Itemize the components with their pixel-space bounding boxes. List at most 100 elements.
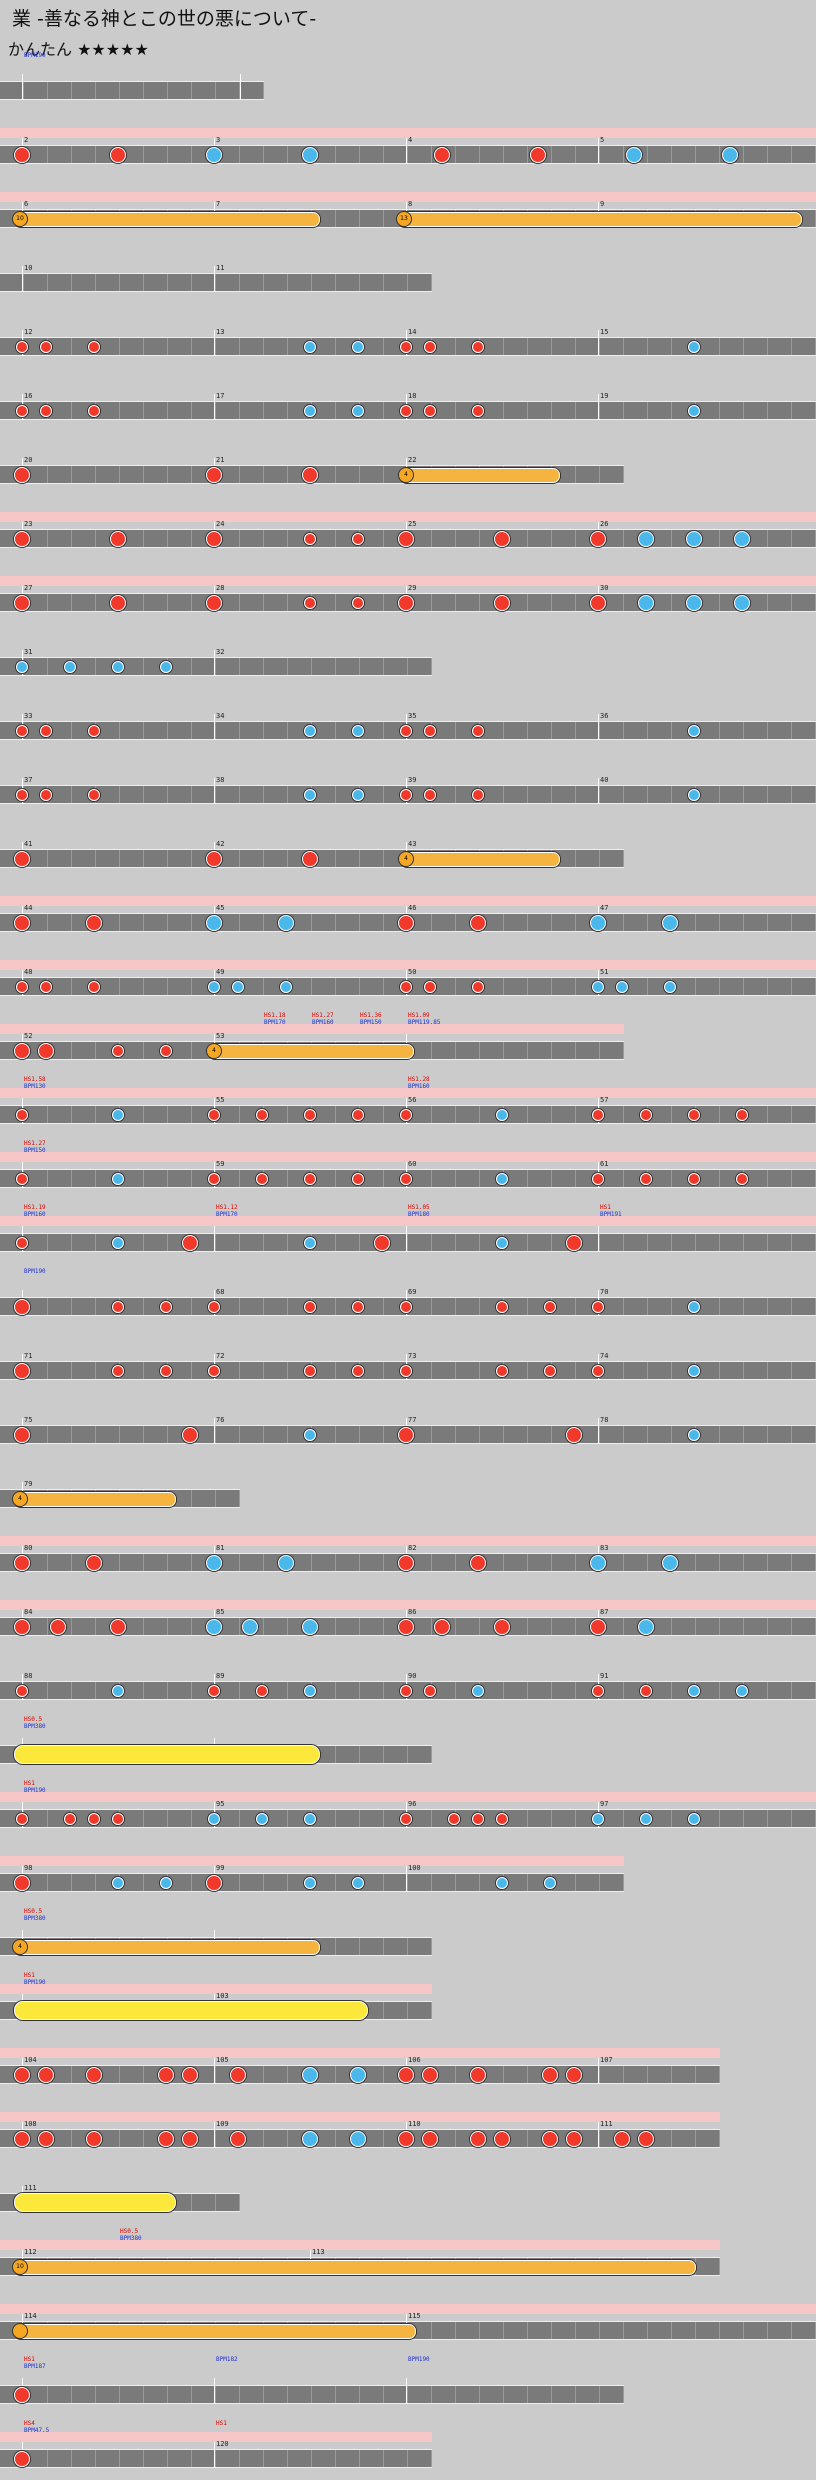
ka-note bbox=[592, 981, 604, 993]
bpm-event: HS1 BPM190 bbox=[24, 1972, 46, 1986]
don-note bbox=[110, 147, 126, 163]
bpm-event: HS1 BPM190 bbox=[24, 1780, 46, 1794]
bpm-event: BPM190 bbox=[24, 52, 46, 59]
measure-number: 34 bbox=[216, 712, 225, 720]
pink-band bbox=[0, 1216, 816, 1226]
don-note bbox=[640, 1685, 652, 1697]
measure-number: 19 bbox=[600, 392, 609, 400]
measure-number: 27 bbox=[24, 584, 33, 592]
ka-note bbox=[638, 531, 654, 547]
measure-number: 12 bbox=[24, 328, 33, 336]
measure-number: 114 bbox=[24, 2312, 37, 2320]
don-note bbox=[206, 1875, 222, 1891]
hs-label: HS1.12 bbox=[216, 1204, 238, 1211]
measure-number: 46 bbox=[408, 904, 417, 912]
don-note bbox=[230, 2067, 246, 2083]
bpm-label: BPM170 bbox=[264, 1019, 286, 1026]
chart-row: 84 85 86 87 bbox=[0, 1600, 816, 1636]
measure-number: 26 bbox=[600, 520, 609, 528]
measure-number: 60 bbox=[408, 1160, 417, 1168]
ka-note bbox=[688, 1685, 700, 1697]
ka-note bbox=[638, 1619, 654, 1635]
chart-row: HS1.19 BPM160 HS1.12 BPM170 HS1.05 BPM180 HS1 B… bbox=[0, 1204, 816, 1252]
note-lane bbox=[0, 657, 432, 676]
don-note bbox=[400, 1365, 412, 1377]
barline bbox=[598, 394, 599, 420]
hs-label: HS4 bbox=[24, 2420, 35, 2427]
ka-note bbox=[112, 1685, 124, 1697]
don-note bbox=[14, 1299, 30, 1315]
barline bbox=[22, 74, 23, 100]
measure-number: 90 bbox=[408, 1672, 417, 1680]
measure-number: 81 bbox=[216, 1544, 225, 1552]
don-note bbox=[64, 1813, 76, 1825]
don-note bbox=[88, 1813, 100, 1825]
measure-number: 35 bbox=[408, 712, 417, 720]
hs-label: HS1 bbox=[24, 1972, 35, 1979]
don-note bbox=[112, 1045, 124, 1057]
measure-number: 45 bbox=[216, 904, 225, 912]
measure-number: 30 bbox=[600, 584, 609, 592]
don-note bbox=[424, 725, 436, 737]
measure-number: 33 bbox=[24, 712, 33, 720]
measure-number: 86 bbox=[408, 1608, 417, 1616]
don-note bbox=[494, 2131, 510, 2147]
measure-number: 106 bbox=[408, 2056, 421, 2064]
barline bbox=[214, 266, 215, 292]
bpm-event: HS1.18 BPM170 bbox=[264, 1012, 286, 1026]
measure-number: 42 bbox=[216, 840, 225, 848]
don-note bbox=[592, 1365, 604, 1377]
bpm-event: HS1 BPM187 bbox=[24, 2356, 46, 2370]
ka-note bbox=[638, 595, 654, 611]
don-note bbox=[590, 531, 606, 547]
don-note bbox=[14, 915, 30, 931]
ka-note bbox=[304, 1237, 316, 1249]
barline bbox=[406, 1226, 407, 1252]
don-note bbox=[434, 147, 450, 163]
don-note bbox=[208, 1109, 220, 1121]
don-note bbox=[352, 597, 364, 609]
don-note bbox=[16, 1109, 28, 1121]
don-note bbox=[544, 1365, 556, 1377]
don-note bbox=[182, 1235, 198, 1251]
don-note bbox=[688, 1173, 700, 1185]
ka-note bbox=[350, 2131, 366, 2147]
don-note bbox=[208, 1685, 220, 1697]
barline bbox=[598, 714, 599, 740]
don-note bbox=[530, 147, 546, 163]
chart-row: 44 45 46 47 bbox=[0, 896, 816, 932]
measure-number: 113 bbox=[312, 2248, 325, 2256]
pink-band bbox=[0, 192, 816, 202]
don-note bbox=[400, 1301, 412, 1313]
don-note bbox=[398, 595, 414, 611]
don-note bbox=[110, 1619, 126, 1635]
hs-label: HS1.27 bbox=[312, 1012, 334, 1019]
hs-label: HS1 bbox=[216, 2420, 227, 2427]
chart-row: 95 96 97 HS1 BPM190 bbox=[0, 1780, 816, 1828]
hs-label: HS1 bbox=[24, 1780, 35, 1787]
barline bbox=[598, 2058, 599, 2084]
bpm-event: HS1.28 BPM160 bbox=[408, 1076, 430, 1090]
hs-label: HS1.05 bbox=[408, 1204, 430, 1211]
measure-number: 48 bbox=[24, 968, 33, 976]
don-note bbox=[544, 1301, 556, 1313]
chart-row: 80 81 82 83 bbox=[0, 1536, 816, 1572]
don-note bbox=[40, 405, 52, 417]
hs-label: HS1.36 bbox=[360, 1012, 382, 1019]
don-note bbox=[302, 851, 318, 867]
don-note bbox=[302, 467, 318, 483]
don-note bbox=[208, 1173, 220, 1185]
measure-number: 13 bbox=[216, 328, 225, 336]
ka-note bbox=[280, 981, 292, 993]
pink-band bbox=[0, 1984, 432, 1994]
ka-note bbox=[688, 1429, 700, 1441]
bpm-event: HS1 BPM191 bbox=[600, 1204, 622, 1218]
ka-note bbox=[302, 2067, 318, 2083]
don-note bbox=[470, 2067, 486, 2083]
don-note bbox=[434, 1619, 450, 1635]
ka-note bbox=[352, 1877, 364, 1889]
drumroll-note: 4 bbox=[398, 851, 560, 867]
don-note bbox=[422, 2067, 438, 2083]
don-note bbox=[88, 405, 100, 417]
chart-row: 2 3 4 5 bbox=[0, 128, 816, 164]
